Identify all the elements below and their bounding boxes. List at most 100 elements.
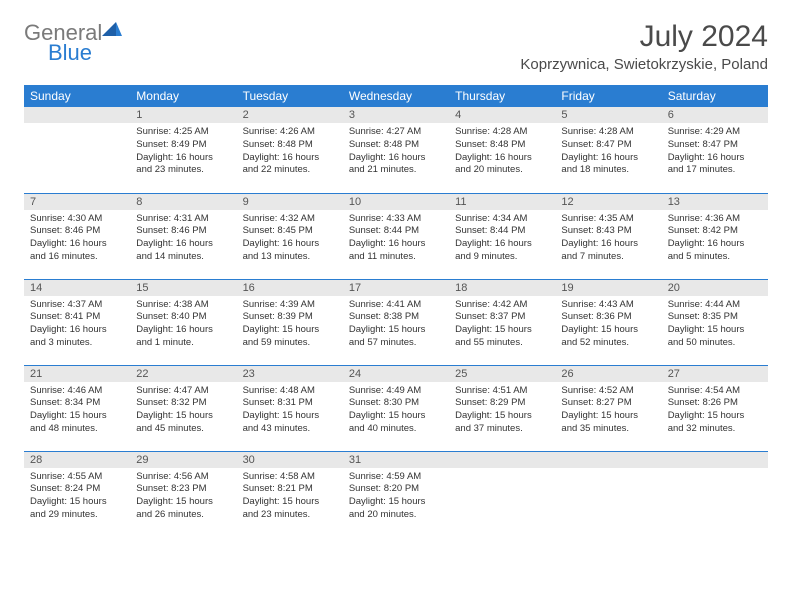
daylight-line: Daylight: 16 hours and 20 minutes. [455, 152, 549, 178]
calendar-day-cell: 28Sunrise: 4:55 AMSunset: 8:24 PMDayligh… [24, 451, 130, 537]
daylight-line: Daylight: 15 hours and 48 minutes. [30, 410, 124, 436]
daylight-line: Daylight: 16 hours and 18 minutes. [561, 152, 655, 178]
calendar-table: SundayMondayTuesdayWednesdayThursdayFrid… [24, 85, 768, 537]
sunrise-line: Sunrise: 4:46 AM [30, 385, 124, 398]
day-number: 13 [662, 194, 768, 210]
sunrise-line: Sunrise: 4:39 AM [243, 299, 337, 312]
day-number-empty [24, 107, 130, 123]
sunrise-line: Sunrise: 4:32 AM [243, 213, 337, 226]
sunrise-line: Sunrise: 4:58 AM [243, 471, 337, 484]
location-text: Koprzywnica, Swietokrzyskie, Poland [520, 56, 768, 73]
sunset-line: Sunset: 8:36 PM [561, 311, 655, 324]
daylight-line: Daylight: 16 hours and 1 minute. [136, 324, 230, 350]
sunrise-line: Sunrise: 4:44 AM [668, 299, 762, 312]
calendar-day-cell: 12Sunrise: 4:35 AMSunset: 8:43 PMDayligh… [555, 193, 661, 279]
sunrise-line: Sunrise: 4:26 AM [243, 126, 337, 139]
calendar-week-row: 28Sunrise: 4:55 AMSunset: 8:24 PMDayligh… [24, 451, 768, 537]
day-number: 15 [130, 280, 236, 296]
day-details: Sunrise: 4:36 AMSunset: 8:42 PMDaylight:… [662, 210, 768, 267]
calendar-day-cell: 31Sunrise: 4:59 AMSunset: 8:20 PMDayligh… [343, 451, 449, 537]
sunset-line: Sunset: 8:34 PM [30, 397, 124, 410]
day-number: 4 [449, 107, 555, 123]
calendar-day-cell: 17Sunrise: 4:41 AMSunset: 8:38 PMDayligh… [343, 279, 449, 365]
logo-text-blue: Blue [48, 40, 124, 66]
calendar-day-cell: 24Sunrise: 4:49 AMSunset: 8:30 PMDayligh… [343, 365, 449, 451]
sunset-line: Sunset: 8:41 PM [30, 311, 124, 324]
day-details: Sunrise: 4:30 AMSunset: 8:46 PMDaylight:… [24, 210, 130, 267]
calendar-body: 1Sunrise: 4:25 AMSunset: 8:49 PMDaylight… [24, 107, 768, 537]
sunset-line: Sunset: 8:24 PM [30, 483, 124, 496]
day-number: 29 [130, 452, 236, 468]
weekday-header: Saturday [662, 85, 768, 107]
day-details: Sunrise: 4:56 AMSunset: 8:23 PMDaylight:… [130, 468, 236, 525]
sunrise-line: Sunrise: 4:31 AM [136, 213, 230, 226]
calendar-day-cell [662, 451, 768, 537]
calendar-day-cell: 18Sunrise: 4:42 AMSunset: 8:37 PMDayligh… [449, 279, 555, 365]
sunrise-line: Sunrise: 4:35 AM [561, 213, 655, 226]
sunset-line: Sunset: 8:32 PM [136, 397, 230, 410]
sunset-line: Sunset: 8:47 PM [561, 139, 655, 152]
sunset-line: Sunset: 8:35 PM [668, 311, 762, 324]
calendar-day-cell: 6Sunrise: 4:29 AMSunset: 8:47 PMDaylight… [662, 107, 768, 193]
sunset-line: Sunset: 8:21 PM [243, 483, 337, 496]
sunset-line: Sunset: 8:30 PM [349, 397, 443, 410]
calendar-day-cell: 25Sunrise: 4:51 AMSunset: 8:29 PMDayligh… [449, 365, 555, 451]
sunset-line: Sunset: 8:31 PM [243, 397, 337, 410]
sunrise-line: Sunrise: 4:41 AM [349, 299, 443, 312]
day-details: Sunrise: 4:31 AMSunset: 8:46 PMDaylight:… [130, 210, 236, 267]
day-details: Sunrise: 4:37 AMSunset: 8:41 PMDaylight:… [24, 296, 130, 353]
daylight-line: Daylight: 15 hours and 29 minutes. [30, 496, 124, 522]
calendar-day-cell: 21Sunrise: 4:46 AMSunset: 8:34 PMDayligh… [24, 365, 130, 451]
calendar-head: SundayMondayTuesdayWednesdayThursdayFrid… [24, 85, 768, 107]
daylight-line: Daylight: 16 hours and 5 minutes. [668, 238, 762, 264]
sunset-line: Sunset: 8:20 PM [349, 483, 443, 496]
calendar-day-cell: 11Sunrise: 4:34 AMSunset: 8:44 PMDayligh… [449, 193, 555, 279]
sunrise-line: Sunrise: 4:33 AM [349, 213, 443, 226]
day-number: 10 [343, 194, 449, 210]
sunrise-line: Sunrise: 4:36 AM [668, 213, 762, 226]
calendar-day-cell: 30Sunrise: 4:58 AMSunset: 8:21 PMDayligh… [237, 451, 343, 537]
sunset-line: Sunset: 8:23 PM [136, 483, 230, 496]
sunrise-line: Sunrise: 4:47 AM [136, 385, 230, 398]
calendar-day-cell [24, 107, 130, 193]
day-details: Sunrise: 4:55 AMSunset: 8:24 PMDaylight:… [24, 468, 130, 525]
daylight-line: Daylight: 16 hours and 17 minutes. [668, 152, 762, 178]
daylight-line: Daylight: 16 hours and 22 minutes. [243, 152, 337, 178]
day-number: 17 [343, 280, 449, 296]
day-details: Sunrise: 4:29 AMSunset: 8:47 PMDaylight:… [662, 123, 768, 180]
day-details: Sunrise: 4:58 AMSunset: 8:21 PMDaylight:… [237, 468, 343, 525]
day-number: 27 [662, 366, 768, 382]
calendar-page: General Blue July 2024 Koprzywnica, Swie… [0, 0, 792, 557]
sunset-line: Sunset: 8:46 PM [30, 225, 124, 238]
calendar-day-cell: 1Sunrise: 4:25 AMSunset: 8:49 PMDaylight… [130, 107, 236, 193]
sunset-line: Sunset: 8:49 PM [136, 139, 230, 152]
day-details: Sunrise: 4:59 AMSunset: 8:20 PMDaylight:… [343, 468, 449, 525]
day-details: Sunrise: 4:47 AMSunset: 8:32 PMDaylight:… [130, 382, 236, 439]
daylight-line: Daylight: 15 hours and 32 minutes. [668, 410, 762, 436]
calendar-week-row: 7Sunrise: 4:30 AMSunset: 8:46 PMDaylight… [24, 193, 768, 279]
daylight-line: Daylight: 15 hours and 45 minutes. [136, 410, 230, 436]
day-details: Sunrise: 4:28 AMSunset: 8:48 PMDaylight:… [449, 123, 555, 180]
day-details: Sunrise: 4:35 AMSunset: 8:43 PMDaylight:… [555, 210, 661, 267]
day-number: 20 [662, 280, 768, 296]
day-number: 1 [130, 107, 236, 123]
logo: General Blue [24, 20, 124, 66]
sunset-line: Sunset: 8:29 PM [455, 397, 549, 410]
day-details: Sunrise: 4:49 AMSunset: 8:30 PMDaylight:… [343, 382, 449, 439]
sunset-line: Sunset: 8:47 PM [668, 139, 762, 152]
day-number: 19 [555, 280, 661, 296]
weekday-header: Monday [130, 85, 236, 107]
calendar-day-cell: 23Sunrise: 4:48 AMSunset: 8:31 PMDayligh… [237, 365, 343, 451]
day-number: 31 [343, 452, 449, 468]
daylight-line: Daylight: 16 hours and 21 minutes. [349, 152, 443, 178]
calendar-day-cell: 7Sunrise: 4:30 AMSunset: 8:46 PMDaylight… [24, 193, 130, 279]
day-details: Sunrise: 4:44 AMSunset: 8:35 PMDaylight:… [662, 296, 768, 353]
daylight-line: Daylight: 16 hours and 23 minutes. [136, 152, 230, 178]
sunset-line: Sunset: 8:44 PM [455, 225, 549, 238]
calendar-day-cell: 9Sunrise: 4:32 AMSunset: 8:45 PMDaylight… [237, 193, 343, 279]
sunrise-line: Sunrise: 4:28 AM [561, 126, 655, 139]
day-details: Sunrise: 4:41 AMSunset: 8:38 PMDaylight:… [343, 296, 449, 353]
day-details: Sunrise: 4:27 AMSunset: 8:48 PMDaylight:… [343, 123, 449, 180]
day-details: Sunrise: 4:39 AMSunset: 8:39 PMDaylight:… [237, 296, 343, 353]
sunrise-line: Sunrise: 4:34 AM [455, 213, 549, 226]
